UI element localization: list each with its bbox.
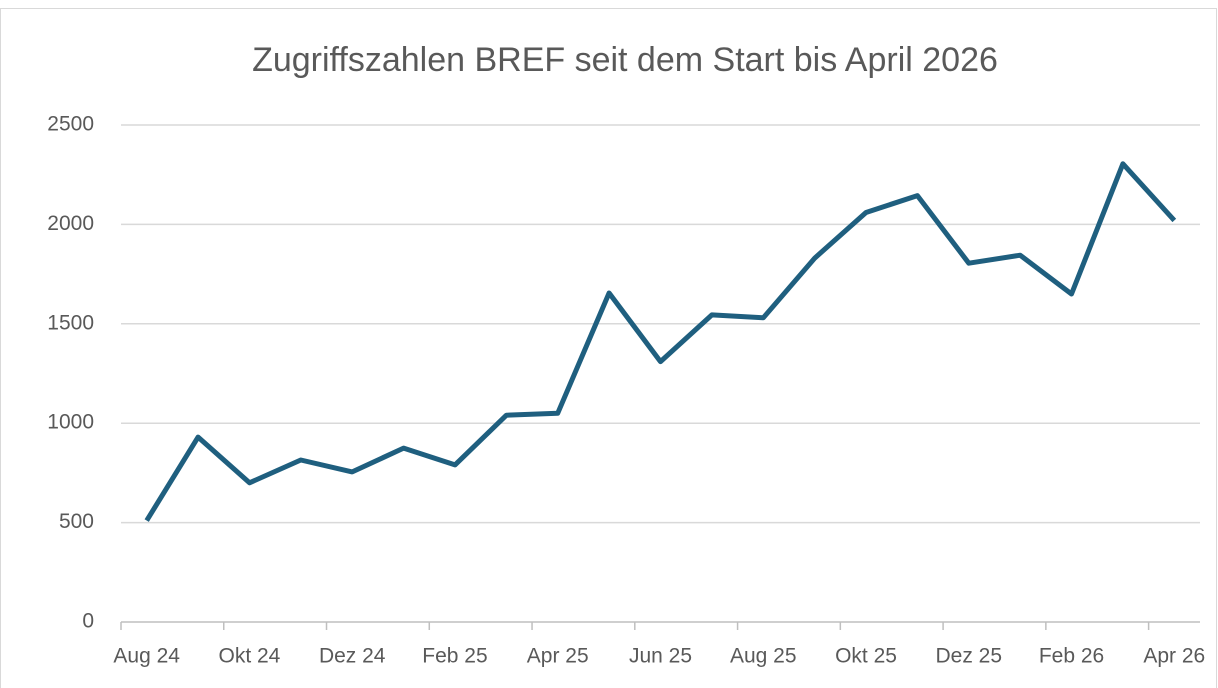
chart-title: Zugriffszahlen BREF seit dem Start bis A… bbox=[252, 41, 998, 79]
x-tick-label: Feb 25 bbox=[422, 645, 487, 668]
x-tick-label: Dez 25 bbox=[936, 645, 1003, 668]
x-tick-label: Jun 25 bbox=[629, 645, 692, 668]
y-tick-label: 500 bbox=[59, 510, 94, 533]
x-tick-label: Dez 24 bbox=[319, 645, 386, 668]
data-line bbox=[144, 161, 1177, 522]
x-tick-label: Apr 25 bbox=[527, 645, 589, 668]
y-tick-label: 1000 bbox=[47, 411, 94, 434]
chart-border bbox=[0, 8, 1217, 688]
y-tick-label: 0 bbox=[82, 610, 94, 633]
x-tick-label: Apr 26 bbox=[1143, 645, 1205, 668]
x-tick-label: Aug 24 bbox=[113, 645, 180, 668]
x-tick-label: Aug 25 bbox=[730, 645, 797, 668]
x-tick-label: Okt 24 bbox=[219, 645, 281, 668]
x-tick-label: Okt 25 bbox=[835, 645, 897, 668]
x-tick-label: Feb 26 bbox=[1039, 645, 1104, 668]
y-tick-label: 2500 bbox=[47, 113, 94, 136]
y-tick-label: 1500 bbox=[47, 311, 94, 334]
y-tick-label: 2000 bbox=[47, 212, 94, 235]
